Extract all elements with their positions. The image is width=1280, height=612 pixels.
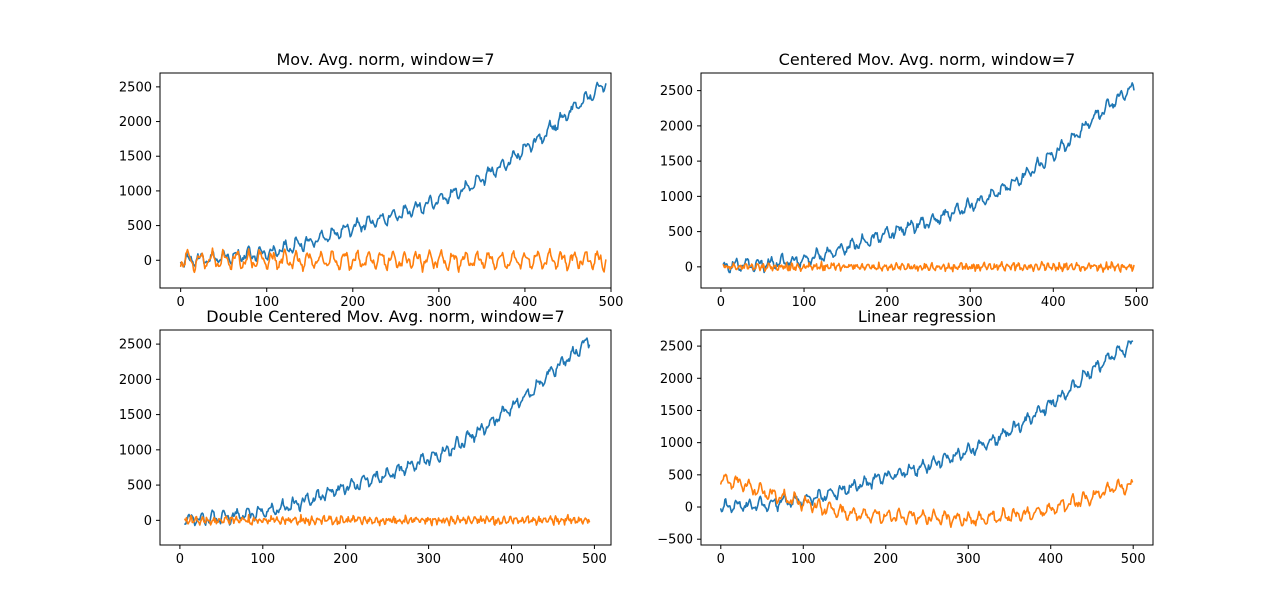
- y-tick-label: 1500: [660, 155, 693, 170]
- panel-mov-avg: Mov. Avg. norm, window=7 0 100 200 300 400 50…: [119, 50, 624, 310]
- x-tick-label: 400: [499, 552, 524, 567]
- x-tick-label: 300: [416, 552, 441, 567]
- panel-centered-mov-avg: Centered Mov. Avg. norm, window=7 0 100 20…: [660, 50, 1154, 310]
- panel-linear-regression: Linear regression 0 100 200 300 400 500 −500 0 5…: [657, 307, 1154, 567]
- y-tick-label: 1000: [119, 443, 152, 458]
- x-tick-label: 300: [956, 552, 981, 567]
- y-tick-label: 500: [668, 225, 693, 240]
- y-tick-label: 0: [144, 254, 152, 269]
- x-tick-label: 500: [599, 295, 624, 310]
- x-tick-label: 300: [426, 295, 451, 310]
- y-tick-label: 2500: [119, 80, 152, 95]
- y-tick-label: 0: [685, 501, 693, 516]
- x-tick-label: 400: [513, 295, 538, 310]
- axes-frame: [159, 329, 612, 546]
- y-tick-label: 1500: [660, 404, 693, 419]
- plot-area: 0 100 200 300 400 500 0 500 1000 1500 2000 2500: [119, 329, 612, 567]
- x-tick-label: 500: [1121, 552, 1146, 567]
- y-tick-label: 1500: [119, 150, 152, 165]
- plot-area: 0 100 200 300 400 500 0 500 1000 1500 2000 2500: [119, 72, 624, 310]
- x-tick-label: 200: [875, 295, 900, 310]
- series-line: [719, 340, 1134, 514]
- y-tick-label: 1000: [660, 436, 693, 451]
- x-tick-label: 200: [333, 552, 358, 567]
- x-tick-label: 100: [250, 552, 275, 567]
- x-tick-label: 500: [582, 552, 607, 567]
- series-line: [722, 82, 1135, 274]
- series-line: [179, 81, 607, 268]
- panel-title: Mov. Avg. norm, window=7: [276, 50, 494, 69]
- x-tick-label: 300: [958, 295, 983, 310]
- y-tick-label: 2000: [660, 119, 693, 134]
- axes-frame: [700, 329, 1154, 546]
- plot-area: 0 100 200 300 400 500 0 500 1000 1500 2000 2500: [660, 72, 1154, 310]
- y-tick-label: 500: [668, 468, 693, 483]
- x-tick-label: 400: [1038, 552, 1063, 567]
- axes-frame: [700, 72, 1154, 289]
- x-tick-label: 0: [717, 552, 725, 567]
- x-tick-label: 100: [791, 552, 816, 567]
- series-line: [179, 247, 607, 274]
- x-tick-label: 500: [1124, 295, 1149, 310]
- y-tick-label: 500: [127, 219, 152, 234]
- y-tick-label: 500: [127, 479, 152, 494]
- y-tick-label: 2500: [660, 84, 693, 99]
- y-tick-label: 1000: [119, 184, 152, 199]
- y-tick-label: 2500: [660, 340, 693, 355]
- y-tick-label: 2000: [119, 115, 152, 130]
- x-tick-label: 0: [717, 295, 725, 310]
- series-line: [184, 337, 591, 527]
- y-tick-label: 0: [144, 514, 152, 529]
- panel-title: Centered Mov. Avg. norm, window=7: [779, 50, 1076, 69]
- x-tick-label: 400: [1041, 295, 1066, 310]
- series-line: [722, 260, 1135, 273]
- x-tick-label: 0: [177, 295, 185, 310]
- x-tick-label: 200: [873, 552, 898, 567]
- y-tick-label: 1000: [660, 190, 693, 205]
- y-tick-label: 1500: [119, 408, 152, 423]
- axes-frame: [159, 72, 612, 289]
- series-line: [719, 473, 1134, 529]
- x-tick-label: 100: [792, 295, 817, 310]
- panel-title: Double Centered Mov. Avg. norm, window=7: [206, 307, 564, 326]
- series-line: [184, 513, 591, 527]
- panel-double-centered-mov-avg: Double Centered Mov. Avg. norm, window=7…: [119, 307, 612, 567]
- y-tick-label: 0: [685, 260, 693, 275]
- x-tick-label: 200: [340, 295, 365, 310]
- y-tick-label: −500: [657, 533, 693, 548]
- y-tick-label: 2000: [660, 372, 693, 387]
- x-tick-label: 100: [254, 295, 279, 310]
- panel-title: Linear regression: [858, 307, 996, 326]
- y-tick-label: 2000: [119, 373, 152, 388]
- y-tick-label: 2500: [119, 338, 152, 353]
- plot-area: 0 100 200 300 400 500 −500 0 500 1000 1500 2000 2500: [657, 329, 1154, 567]
- x-tick-label: 0: [176, 552, 184, 567]
